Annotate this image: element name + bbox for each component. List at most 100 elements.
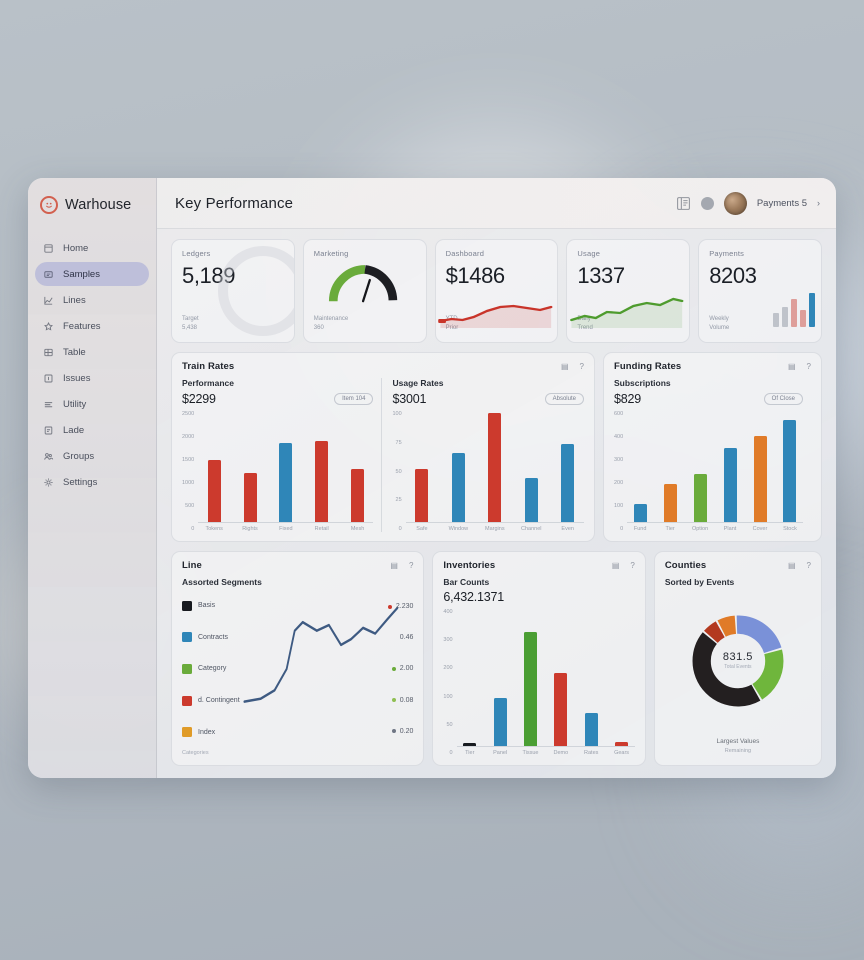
bar[interactable] (351, 468, 365, 522)
chevron-right-icon[interactable]: › (817, 198, 820, 208)
bar[interactable] (723, 447, 737, 522)
sidebar-item-label: Lade (63, 424, 85, 436)
bar[interactable] (663, 484, 677, 522)
donut-segment[interactable] (692, 615, 784, 707)
donut-segment[interactable] (692, 615, 784, 707)
topbar: Key Performance Payments 5 › (157, 178, 836, 229)
sidebar-item-groups[interactable]: Groups (35, 444, 149, 468)
x-tick: Retail (314, 526, 329, 532)
legend-swatch (182, 727, 192, 738)
bars (198, 411, 374, 523)
kpi-card-dashboard[interactable]: Dashboard $1486 YTD Prior (434, 239, 559, 343)
mini-bar-chart (772, 291, 815, 327)
y-tick: 100 (613, 503, 624, 509)
bar[interactable] (243, 473, 257, 522)
bar[interactable] (451, 453, 465, 522)
sidebar-nav: Home Samples Lines Features Table Issues (28, 236, 156, 494)
help-icon[interactable]: ? (579, 361, 584, 371)
legend-item[interactable]: d. Contingent (182, 695, 240, 706)
user-menu-label[interactable]: Payments 5 (756, 197, 807, 209)
x-tick: Channel (521, 526, 542, 532)
y-axis: 600 400 300 200 100 0 (614, 411, 627, 532)
bar[interactable] (524, 631, 537, 746)
bar[interactable] (693, 473, 707, 522)
kpi-card-usage[interactable]: Usage 1337 Daily Trend (566, 239, 691, 343)
card-actions: ▤ ? (390, 560, 414, 570)
sidebar-item-table[interactable]: Table (35, 340, 149, 364)
pane-value: $2299 (182, 392, 216, 406)
pane-filter-pill[interactable]: Of Close (763, 393, 803, 405)
sidebar-item-lade[interactable]: Lade (35, 418, 149, 442)
grid-toggle-icon[interactable]: ▤ (560, 361, 569, 371)
donut-segment[interactable] (692, 615, 784, 707)
plot-area: Tier Panel Tissue Demo Rates Gears (456, 609, 635, 756)
bar[interactable] (493, 698, 507, 746)
pane-filter-pill[interactable]: Absolute (544, 393, 584, 405)
x-tick: Tier (665, 526, 675, 532)
app-window: Warhouse Home Samples Lines Features Tab… (28, 178, 836, 778)
grid-toggle-icon[interactable]: ▤ (611, 560, 620, 570)
sidebar-item-utility[interactable]: Utility (35, 392, 149, 416)
sidebar-item-settings[interactable]: Settings (35, 470, 149, 494)
bar[interactable] (524, 477, 538, 522)
sidebar-item-features[interactable]: Features (35, 314, 149, 338)
brand[interactable]: Warhouse (28, 188, 156, 236)
bar[interactable] (315, 440, 329, 522)
bars (456, 609, 635, 747)
bar[interactable] (463, 743, 477, 746)
bars (627, 411, 803, 523)
main-area: Key Performance Payments 5 › Ledgers 5,1… (157, 178, 836, 778)
help-icon[interactable]: ? (630, 560, 635, 570)
help-icon[interactable]: ? (806, 560, 811, 570)
status-circle-icon[interactable] (700, 196, 714, 210)
bar[interactable] (561, 444, 575, 522)
card-train-rates: Train Rates ▤ ? Performance $2299 Item 1… (171, 352, 595, 542)
card-title: Train Rates (182, 361, 235, 372)
donut-chart: 831.5 Total Events (665, 587, 811, 735)
pane-value: $3001 (392, 392, 427, 406)
footer-sub: Remaining (724, 748, 752, 755)
grid-toggle-icon[interactable]: ▤ (787, 560, 796, 570)
bar[interactable] (488, 413, 502, 522)
x-tick: Cover (752, 526, 768, 532)
sidebar-item-label: Features (63, 320, 101, 332)
legend-item[interactable]: Contracts (182, 632, 240, 643)
card-actions: ▤ ? (560, 361, 584, 371)
legend-item[interactable]: Basis (182, 600, 240, 611)
bar[interactable] (279, 442, 293, 522)
bar[interactable] (633, 504, 647, 522)
grid-toggle-icon[interactable]: ▤ (390, 560, 398, 570)
bar[interactable] (584, 713, 598, 746)
kpi-sub-bottom: 5,438 (182, 325, 198, 331)
pane-filter-pill[interactable]: Item 104 (334, 393, 374, 405)
issues-icon (43, 373, 54, 384)
plot-area: Safe Window Margins Channel Even (405, 411, 584, 532)
list-view-icon[interactable] (676, 196, 691, 211)
bar[interactable] (753, 435, 767, 522)
legend-value: 2.00 (391, 665, 413, 672)
bar[interactable] (207, 459, 221, 522)
legend-item[interactable]: Index (182, 727, 240, 738)
kpi-card-payments[interactable]: Payments 8203 Weekly Volume (698, 239, 822, 343)
help-icon[interactable]: ? (806, 361, 811, 371)
help-icon[interactable]: ? (408, 560, 414, 570)
x-tick: Mesh (350, 526, 365, 532)
grid-toggle-icon[interactable]: ▤ (787, 361, 796, 371)
kpi-card-marketing[interactable]: Marketing Maintenance 360 (302, 239, 427, 343)
bar[interactable] (783, 419, 797, 522)
sidebar-item-issues[interactable]: Issues (35, 366, 149, 390)
sidebar-item-home[interactable]: Home (35, 236, 149, 260)
sidebar-item-lines[interactable]: Lines (35, 288, 149, 312)
pane-header-row: $3001 Absolute (392, 392, 584, 406)
legend-item[interactable]: Category (182, 663, 240, 674)
x-axis: Fund Tier Option Plant Cover Stock (627, 523, 803, 532)
avatar[interactable] (723, 191, 747, 215)
kpi-card-ledgers[interactable]: Ledgers 5,189 Target 5,438 (171, 239, 295, 343)
bar[interactable] (554, 672, 568, 746)
bar[interactable] (615, 741, 629, 746)
legend-label: Contracts (198, 633, 228, 641)
kpi-sub: Maintenance 360 (314, 315, 416, 333)
sidebar-item-label: Samples (63, 268, 100, 280)
bar[interactable] (415, 468, 429, 522)
sidebar-item-samples[interactable]: Samples (35, 262, 149, 286)
